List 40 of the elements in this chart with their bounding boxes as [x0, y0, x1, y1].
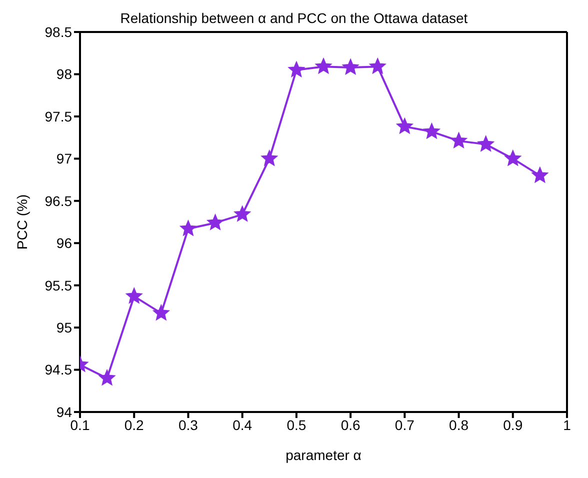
- point: [207, 214, 224, 230]
- point: [478, 136, 494, 152]
- y-tick-label: 95.5: [44, 277, 72, 294]
- point: [370, 58, 386, 74]
- x-tick-label: 0.8: [449, 416, 469, 433]
- point: [342, 58, 359, 74]
- y-tick-label: 96.5: [44, 192, 72, 209]
- point: [504, 150, 521, 166]
- x-axis-title: parameter α: [286, 447, 362, 463]
- point: [261, 150, 278, 166]
- y-tick-label: 94.5: [44, 362, 72, 378]
- x-tick-label: 0.1: [70, 416, 90, 433]
- chart-title: Relationship between α and PCC on the Ottawa dataset: [120, 10, 468, 26]
- point: [126, 288, 142, 304]
- x-tick-label: 0.7: [394, 416, 415, 433]
- y-tick-label: 98: [56, 66, 72, 82]
- y-tick-label: 94: [56, 404, 72, 420]
- y-axis-title: PCC (%): [14, 194, 30, 250]
- x-tick-label: 1: [563, 416, 572, 433]
- point: [424, 123, 440, 139]
- point: [288, 62, 305, 77]
- y-tick-label: 97: [56, 150, 72, 167]
- x-tick-label: 0.6: [340, 416, 360, 433]
- y-tick-label: 98.5: [44, 24, 72, 40]
- point: [98, 370, 116, 386]
- point: [450, 132, 467, 148]
- point: [315, 58, 332, 74]
- x-tick-label: 0.2: [124, 416, 144, 433]
- y-tick-label: 95: [56, 320, 72, 336]
- x-tick-label: 0.5: [286, 416, 306, 433]
- y-tick-label: 97.5: [44, 108, 72, 124]
- x-tick-label: 0.3: [178, 416, 198, 433]
- x-tick-label: 0.4: [232, 416, 252, 433]
- point: [153, 304, 170, 320]
- point: [234, 206, 250, 222]
- point: [180, 220, 196, 236]
- point: [532, 167, 548, 183]
- y-tick-label: 96: [56, 235, 72, 252]
- point: [396, 118, 413, 134]
- x-tick-label: 0.9: [503, 416, 523, 433]
